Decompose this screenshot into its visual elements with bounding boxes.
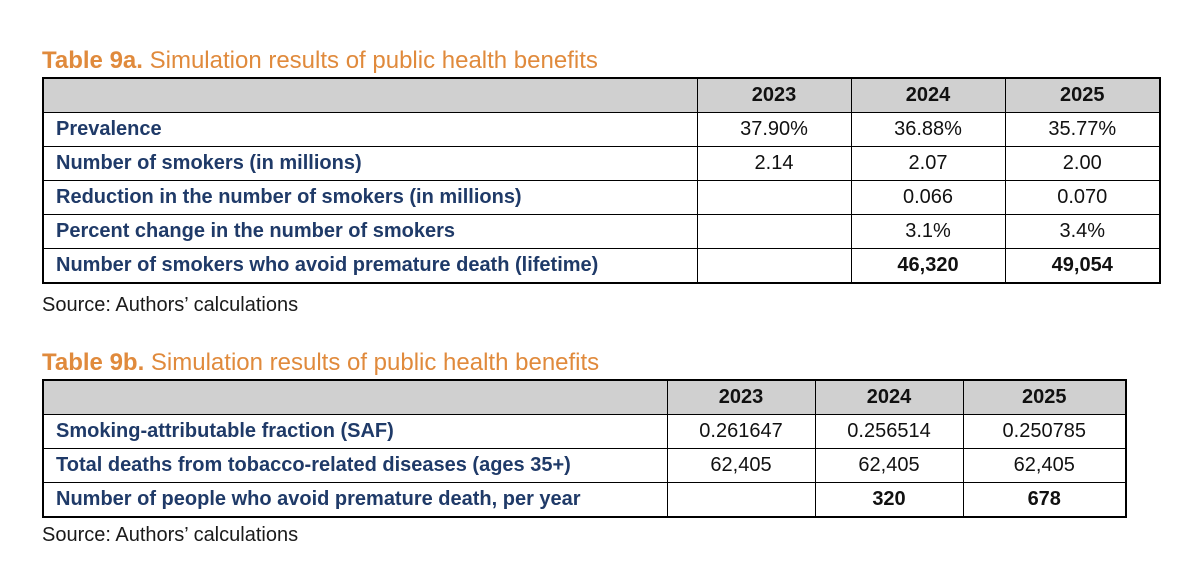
table-a-source: Source: Authors’ calculations [42, 294, 299, 316]
table-row: Smoking-attributable fraction (SAF) 0.26… [42, 414, 1127, 449]
cell-value: 37.90% [696, 112, 852, 147]
row-label: Percent change in the number of smokers [42, 214, 698, 249]
cell-value: 320 [814, 482, 964, 518]
table-b-title: Table 9b. Simulation results of public h… [42, 349, 599, 377]
table-a-year-header: 2023 [696, 77, 852, 113]
table-b-header-row: 2023 2024 2025 [42, 379, 1127, 415]
cell-value: 62,405 [814, 448, 964, 483]
cell-value: 0.256514 [814, 414, 964, 449]
cell-value: 49,054 [1004, 248, 1161, 284]
table-b: 2023 2024 2025 Smoking-attributable frac… [42, 379, 1127, 518]
table-b-title-text: Simulation results of public health bene… [150, 349, 600, 376]
row-label: Number of people who avoid premature dea… [42, 482, 668, 518]
table-row: Reduction in the number of smokers (in m… [42, 180, 1161, 215]
row-label: Number of smokers (in millions) [42, 146, 698, 181]
table-b-year-header: 2024 [814, 379, 964, 415]
cell-value: 2.14 [696, 146, 852, 181]
table-b-source: Source: Authors’ calculations [42, 524, 299, 546]
cell-value: 0.070 [1004, 180, 1161, 215]
cell-value: 2.07 [850, 146, 1006, 181]
table-b-year-header: 2023 [666, 379, 816, 415]
cell-value: 2.00 [1004, 146, 1161, 181]
table-row: Prevalence 37.90% 36.88% 35.77% [42, 112, 1161, 147]
table-a: 2023 2024 2025 Prevalence 37.90% 36.88% … [42, 77, 1161, 284]
row-label: Number of smokers who avoid premature de… [42, 248, 698, 284]
cell-value [666, 482, 816, 518]
cell-value: 3.4% [1004, 214, 1161, 249]
cell-value: 0.066 [850, 180, 1006, 215]
cell-value: 0.261647 [666, 414, 816, 449]
table-b-header-blank [42, 379, 668, 415]
row-label: Prevalence [42, 112, 698, 147]
table-a-year-header: 2025 [1004, 77, 1161, 113]
row-label: Total deaths from tobacco-related diseas… [42, 448, 668, 483]
row-label: Smoking-attributable fraction (SAF) [42, 414, 668, 449]
cell-value [696, 180, 852, 215]
cell-value [696, 248, 852, 284]
table-a-header-blank [42, 77, 698, 113]
cell-value: 36.88% [850, 112, 1006, 147]
cell-value: 46,320 [850, 248, 1006, 284]
table-row: Total deaths from tobacco-related diseas… [42, 448, 1127, 483]
cell-value: 62,405 [962, 448, 1127, 483]
table-a-title-text: Simulation results of public health bene… [149, 47, 598, 74]
table-row-total: Number of people who avoid premature dea… [42, 482, 1127, 518]
table-a-title-lead: Table 9a. [42, 47, 143, 74]
cell-value [696, 214, 852, 249]
table-a-year-header: 2024 [850, 77, 1006, 113]
table-b-year-header: 2025 [962, 379, 1127, 415]
cell-value: 678 [962, 482, 1127, 518]
cell-value: 3.1% [850, 214, 1006, 249]
cell-value: 35.77% [1004, 112, 1161, 147]
cell-value: 62,405 [666, 448, 816, 483]
table-row: Percent change in the number of smokers … [42, 214, 1161, 249]
table-row: Number of smokers (in millions) 2.14 2.0… [42, 146, 1161, 181]
table-row-total: Number of smokers who avoid premature de… [42, 248, 1161, 284]
row-label: Reduction in the number of smokers (in m… [42, 180, 698, 215]
table-b-title-lead: Table 9b. [42, 349, 145, 376]
table-a-title: Table 9a. Simulation results of public h… [42, 47, 598, 75]
cell-value: 0.250785 [962, 414, 1127, 449]
table-a-header-row: 2023 2024 2025 [42, 77, 1161, 113]
